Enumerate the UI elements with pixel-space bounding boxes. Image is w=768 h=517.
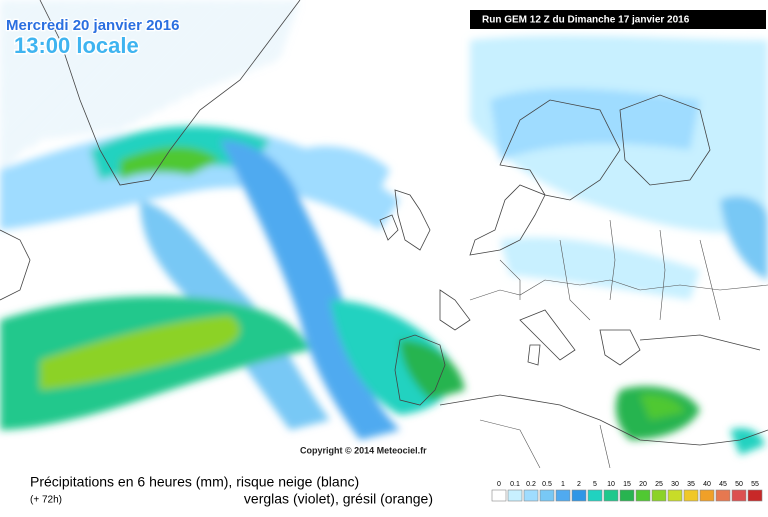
legend-label: 0	[497, 481, 501, 488]
legend-swatch	[667, 489, 683, 502]
legend-label: 2	[577, 481, 581, 488]
legend-label: 55	[751, 481, 759, 488]
legend-label: 15	[623, 481, 631, 488]
legend-swatch	[555, 489, 571, 502]
legend-label: 45	[719, 481, 727, 488]
legend-label: 0.2	[526, 481, 536, 488]
precipitation	[0, 0, 768, 455]
run-banner	[470, 10, 766, 29]
coastlines	[0, 0, 768, 446]
copyright: Copyright © 2014 Meteociel.fr	[300, 445, 427, 455]
legend-label: 50	[735, 481, 743, 488]
legend-label: 20	[639, 481, 647, 488]
legend-swatch	[603, 489, 619, 502]
legend-swatch	[523, 489, 539, 502]
legend-label: 40	[703, 481, 711, 488]
legend-label: 10	[607, 481, 615, 488]
legend-label: 0.5	[542, 481, 552, 488]
color-legend: 0 0.1 0.2 0.5 1 2 5 10 15 20 25 30 35 40 45 50 55	[491, 481, 763, 502]
borders	[469, 219, 768, 469]
legend-swatch	[651, 489, 667, 502]
legend-label: 1	[561, 481, 565, 488]
legend-swatch	[747, 489, 763, 502]
forecast-date: Mercredi 20 janvier 2016	[6, 17, 179, 34]
legend-swatch	[619, 489, 635, 502]
legend-swatch	[635, 489, 651, 502]
caption-line1: Précipitations en 6 heures (mm), risque …	[30, 474, 359, 490]
legend-label: 25	[655, 481, 663, 488]
legend-swatch	[539, 489, 555, 502]
legend-swatch	[507, 489, 523, 502]
legend-label: 30	[671, 481, 679, 488]
legend-swatch	[699, 489, 715, 502]
legend-swatch	[587, 489, 603, 502]
legend-swatch	[683, 489, 699, 502]
legend-swatch	[491, 489, 507, 502]
legend-swatch	[715, 489, 731, 502]
legend-swatch	[571, 489, 587, 502]
caption-line2: verglas (violet), grésil (orange)	[244, 491, 433, 507]
forecast-time: 13:00 locale	[14, 33, 139, 58]
run-info: Run GEM 12 Z du Dimanche 17 janvier 2016	[482, 15, 690, 26]
lead-time: (+ 72h)	[30, 495, 62, 506]
legend-swatch	[731, 489, 747, 502]
legend-label: 0.1	[510, 481, 520, 488]
legend-label: 5	[593, 481, 597, 488]
legend-label: 35	[687, 481, 695, 488]
